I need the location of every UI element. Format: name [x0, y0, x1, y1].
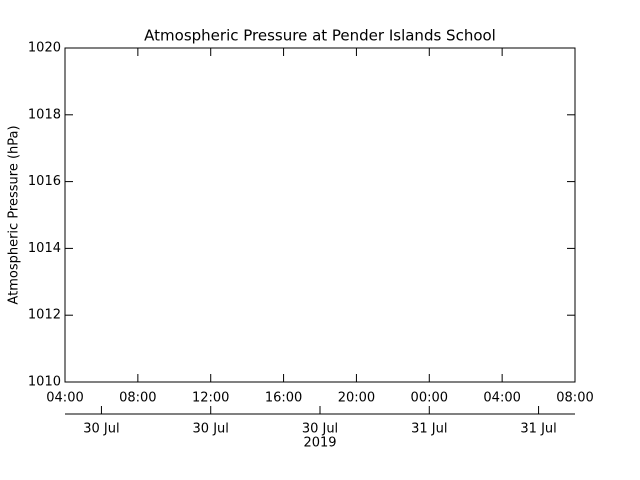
y-tick-label: 1012 [28, 308, 61, 323]
x2-tick-label: 30 Jul [193, 422, 229, 437]
x2-axis-label: 2019 [303, 436, 336, 451]
y-tick-label: 1014 [28, 241, 61, 256]
x2-tick-label: 30 Jul [302, 422, 338, 437]
y-tick-label: 1010 [28, 375, 61, 390]
x-tick-label: 20:00 [338, 391, 375, 406]
x-tick-label: 04:00 [483, 391, 520, 406]
x-tick-label: 00:00 [411, 391, 448, 406]
x2-tick-label: 30 Jul [83, 422, 119, 437]
x-tick-label: 12:00 [192, 391, 229, 406]
x2-tick-label: 31 Jul [411, 422, 447, 437]
x-tick-label: 16:00 [265, 391, 302, 406]
y-tick-label: 1018 [28, 107, 61, 122]
x-tick-label: 04:00 [46, 391, 83, 406]
x2-tick-label: 31 Jul [520, 422, 556, 437]
y-tick-label: 1020 [28, 41, 61, 56]
chart-title: Atmospheric Pressure at Pender Islands S… [144, 27, 496, 45]
y-axis-label: Atmospheric Pressure (hPa) [7, 125, 22, 304]
plot-frame [64, 47, 576, 383]
x-tick-label: 08:00 [556, 391, 593, 406]
x-tick-label: 08:00 [119, 391, 156, 406]
y-tick-label: 1016 [28, 174, 61, 189]
